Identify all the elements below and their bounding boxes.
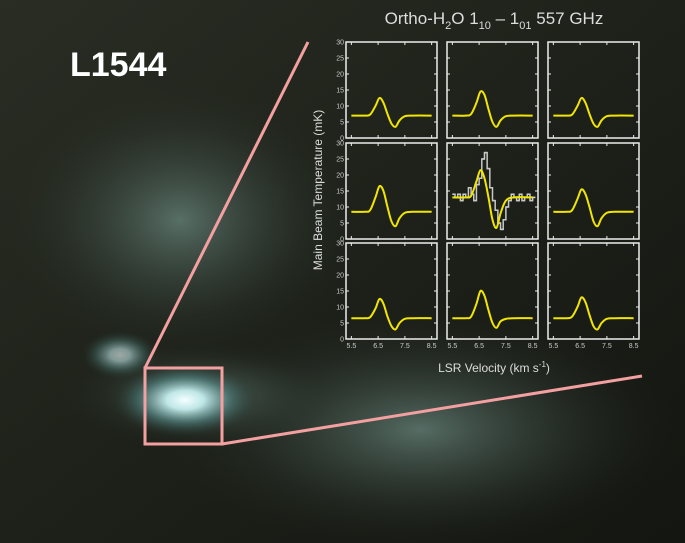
title-part: Ortho-H — [385, 9, 445, 28]
y-tick-label: 10 — [336, 104, 344, 111]
y-tick-label: 5 — [340, 221, 344, 228]
title-part: 2 — [445, 20, 451, 32]
y-tick-label: 10 — [336, 305, 344, 312]
y-tick-label: 25 — [336, 157, 344, 164]
title-part: 10 — [479, 20, 491, 32]
title-part: 01 — [519, 20, 531, 32]
x-tick-label: 6.5 — [474, 343, 484, 350]
model-line — [351, 184, 432, 228]
zoom-box — [143, 366, 224, 446]
model-line — [553, 296, 634, 331]
title-part: 557 GHz — [532, 9, 604, 28]
core — [80, 330, 160, 380]
y-tick-label: 30 — [336, 141, 344, 148]
model-line — [351, 297, 432, 331]
y-tick-label: 20 — [336, 273, 344, 280]
y-tick-label: 30 — [336, 40, 344, 47]
x-tick-label: 8.5 — [427, 343, 437, 350]
x-tick-label: 7.5 — [400, 343, 410, 350]
y-tick-label: 10 — [336, 205, 344, 212]
y-tick-label: 0 — [340, 136, 344, 143]
source-name: L1544 — [70, 46, 166, 84]
x-tick-label: 5.5 — [548, 343, 558, 350]
title-part: – 1 — [491, 9, 519, 28]
y-tick-label: 15 — [336, 289, 344, 296]
model-line — [553, 96, 634, 128]
x-tick-label: 5.5 — [447, 343, 457, 350]
y-tick-label: 25 — [336, 257, 344, 264]
y-tick-label: 20 — [336, 173, 344, 180]
y-tick-label: 15 — [336, 88, 344, 95]
y-tick-label: 30 — [336, 241, 344, 248]
x-tick-label: 7.5 — [602, 343, 612, 350]
x-tick-label: 8.5 — [528, 343, 538, 350]
x-tick-label: 5.5 — [346, 343, 356, 350]
zoom-line — [143, 41, 310, 369]
y-tick-label: 25 — [336, 56, 344, 63]
zoom-line — [221, 374, 643, 446]
x-axis-label: LSR Velocity (km s-1) — [438, 360, 550, 375]
y-tick-label: 5 — [340, 321, 344, 328]
y-tick-label: 15 — [336, 189, 344, 196]
x-label-part: ) — [546, 361, 550, 375]
y-tick-label: 0 — [340, 237, 344, 244]
title-part: O 1 — [451, 9, 478, 28]
model-line — [452, 289, 533, 329]
cloud — [0, 80, 360, 360]
model-line — [452, 90, 533, 128]
model-line — [351, 96, 432, 128]
x-tick-label: 6.5 — [575, 343, 585, 350]
chart-title: Ortho-H2O 110 – 101 557 GHz — [385, 9, 604, 32]
y-tick-label: 20 — [336, 72, 344, 79]
model-line — [553, 188, 634, 228]
x-tick-label: 8.5 — [629, 343, 639, 350]
y-tick-label: 5 — [340, 120, 344, 127]
model-line — [452, 169, 533, 229]
x-tick-label: 6.5 — [373, 343, 383, 350]
y-tick-label: 0 — [340, 337, 344, 344]
x-label-part: -1 — [539, 360, 547, 369]
x-tick-label: 7.5 — [501, 343, 511, 350]
x-label-part: LSR Velocity (km s — [438, 361, 539, 375]
y-axis-label: Main Beam Temperature (mK) — [311, 110, 325, 271]
